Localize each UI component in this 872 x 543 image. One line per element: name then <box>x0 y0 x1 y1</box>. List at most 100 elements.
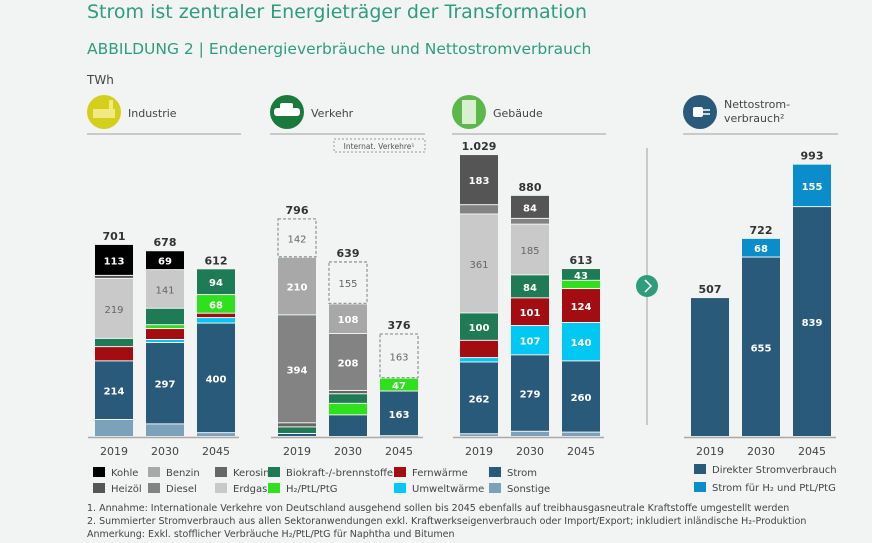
bar-segment <box>329 403 367 415</box>
total-label: 612 <box>205 254 228 267</box>
note-internat-verkehre: Internat. Verkehre¹ <box>344 142 415 151</box>
data-label: 183 <box>469 176 490 187</box>
car-icon-roof <box>280 103 293 109</box>
panel-title: Verkehr <box>311 107 354 120</box>
bar-segment <box>197 313 235 318</box>
bar-segment <box>562 323 600 361</box>
legend-label: Kerosin <box>233 468 270 479</box>
chevron-right-icon-glyph <box>644 279 653 293</box>
bar-segment <box>460 362 498 434</box>
x-tick-label: 2045 <box>567 445 595 458</box>
data-label: 361 <box>469 260 488 271</box>
data-label: 101 <box>520 308 541 319</box>
data-label: 124 <box>571 302 592 313</box>
bar-segment <box>379 333 419 379</box>
bar-segment <box>562 269 600 280</box>
x-tick-label: 2019 <box>100 445 128 458</box>
data-label: 214 <box>104 387 125 398</box>
bar-segment <box>95 278 133 338</box>
panel-title: Industrie <box>128 107 177 120</box>
x-tick-label: 2045 <box>798 445 826 458</box>
bar-segment <box>146 343 184 424</box>
bar-segment <box>460 340 498 358</box>
factory-icon-body <box>93 109 115 118</box>
bar-segment <box>146 424 184 436</box>
x-tick-label: 2030 <box>151 445 179 458</box>
bar-segment <box>197 269 235 295</box>
x-tick-label: 2045 <box>385 445 413 458</box>
data-label: 839 <box>802 318 823 329</box>
bar-segment <box>511 195 549 218</box>
data-label: 185 <box>520 246 539 257</box>
total-label: 507 <box>699 283 722 296</box>
building-icon-body <box>462 100 476 124</box>
plug-icon-body <box>693 107 703 117</box>
bar-segment <box>380 391 418 436</box>
bar-segment <box>278 315 316 423</box>
legend-label: Umweltwärme <box>412 484 484 495</box>
data-label: 297 <box>155 380 176 391</box>
legend-swatch <box>694 464 706 474</box>
bar-segment <box>742 238 780 257</box>
data-label: 260 <box>571 393 592 404</box>
total-label: 880 <box>519 181 542 194</box>
unit-label: TWh <box>87 73 114 87</box>
x-tick-label: 2030 <box>334 445 362 458</box>
legend-swatch <box>268 483 280 493</box>
data-label: 113 <box>104 256 125 267</box>
bar-segment <box>562 280 600 289</box>
data-label: 279 <box>520 390 541 401</box>
x-tick-label: 2019 <box>696 445 724 458</box>
legend-label: Fernwärme <box>412 468 468 479</box>
panel-title-line2: verbrauch² <box>724 112 784 125</box>
bar-segment <box>146 270 184 308</box>
legend-label: Strom für H₂ und PtL/PtG <box>712 483 836 494</box>
x-tick-label: 2030 <box>516 445 544 458</box>
bar-segment <box>278 423 316 427</box>
total-label: 1.029 <box>462 140 497 153</box>
bar-segment <box>146 325 184 329</box>
data-label: 142 <box>287 234 306 245</box>
legend-swatch <box>694 482 706 492</box>
total-label: 613 <box>570 254 593 267</box>
legend-swatch <box>394 467 406 477</box>
legend-swatch <box>93 467 105 477</box>
footnote-2: 2. Summierter Stromverbrauch aus allen S… <box>87 516 807 527</box>
footnote-1: 1. Annahme: Internationale Verkehre von … <box>87 503 790 514</box>
bar-segment <box>197 295 235 313</box>
data-label: 208 <box>338 358 359 369</box>
x-tick-label: 2030 <box>747 445 775 458</box>
bar-segment <box>460 205 498 214</box>
legend-label: Biokraft-/-brennstoffe <box>286 468 393 479</box>
figure-subtitle: ABBILDUNG 2 | Endenergieverbräuche und N… <box>87 40 592 58</box>
legend-swatch <box>394 483 406 493</box>
bar-segment <box>278 427 316 433</box>
bar-segment <box>793 207 831 436</box>
legend-swatch <box>215 483 227 493</box>
legend-swatch <box>148 483 160 493</box>
data-label: 43 <box>574 271 588 282</box>
factory-icon-chimney <box>109 100 113 109</box>
bar-segment <box>95 420 133 436</box>
bar-segment <box>197 433 235 436</box>
bar-segment <box>511 355 549 431</box>
bar-segment <box>380 378 418 391</box>
x-tick-label: 2019 <box>283 445 311 458</box>
x-tick-label: 2019 <box>465 445 493 458</box>
x-tick-label: 2045 <box>202 445 230 458</box>
data-label: 69 <box>158 257 172 268</box>
bar-segment <box>146 251 184 270</box>
data-label: 140 <box>571 338 592 349</box>
legend-label: Benzin <box>166 468 200 479</box>
bar-segment <box>146 329 184 340</box>
bar-segment <box>562 432 600 436</box>
data-label: 108 <box>338 315 359 326</box>
chevron-right-icon <box>636 275 658 297</box>
bar-segment <box>278 433 316 436</box>
bar-segment <box>278 257 316 315</box>
legend-swatch <box>93 483 105 493</box>
note-box <box>333 138 426 153</box>
legend-label: Heizöl <box>111 484 142 495</box>
footnote-note: Anmerkung: Exkl. stofflicher Verbräuche … <box>87 529 455 540</box>
data-label: 262 <box>469 394 490 405</box>
